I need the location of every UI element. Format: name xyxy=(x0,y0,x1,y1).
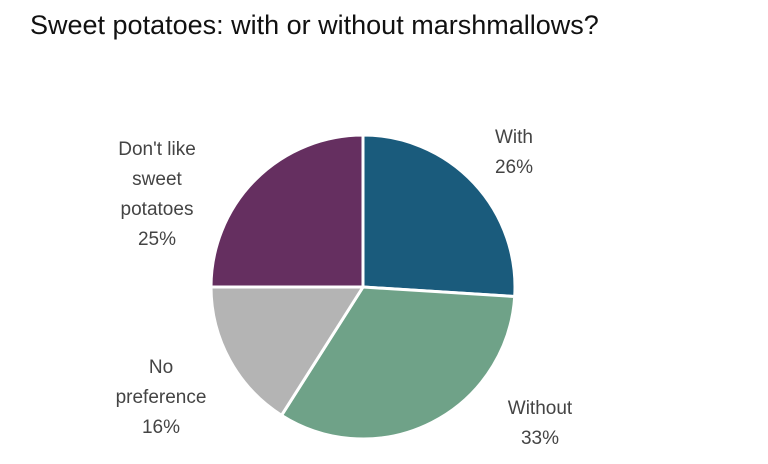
slice-name-line: Without xyxy=(508,398,573,419)
slice-value-label: 25% xyxy=(138,229,176,250)
slice-name-line: potatoes xyxy=(121,199,194,220)
slice-name-line: preference xyxy=(116,387,207,408)
pie-labels: With 26% Without 33% No preference 16% Don't li… xyxy=(116,127,573,449)
slice-value-label: 26% xyxy=(495,157,533,178)
pie-slice-with xyxy=(361,133,517,299)
slice-label-no-preference: No preference 16% xyxy=(116,357,207,438)
slice-label-don-t-like-sweet-potatoes: Don't like sweet potatoes 25% xyxy=(118,139,196,250)
slice-name-line: Don't like xyxy=(118,139,196,160)
pie-slice-don-t-like-sweet-potatoes xyxy=(209,133,365,289)
slice-name-line: With xyxy=(495,127,533,148)
slice-label-without: Without 33% xyxy=(508,398,573,449)
slice-name-line: sweet xyxy=(132,169,182,190)
chart-title: Sweet potatoes: with or without marshmal… xyxy=(30,10,599,40)
pie-slice-no-preference xyxy=(209,285,365,417)
pie-slices xyxy=(209,133,517,441)
slice-label-with: With 26% xyxy=(495,127,533,178)
slice-name-line: No xyxy=(149,357,173,378)
slice-value-label: 33% xyxy=(521,428,559,449)
slice-value-label: 16% xyxy=(142,417,180,438)
